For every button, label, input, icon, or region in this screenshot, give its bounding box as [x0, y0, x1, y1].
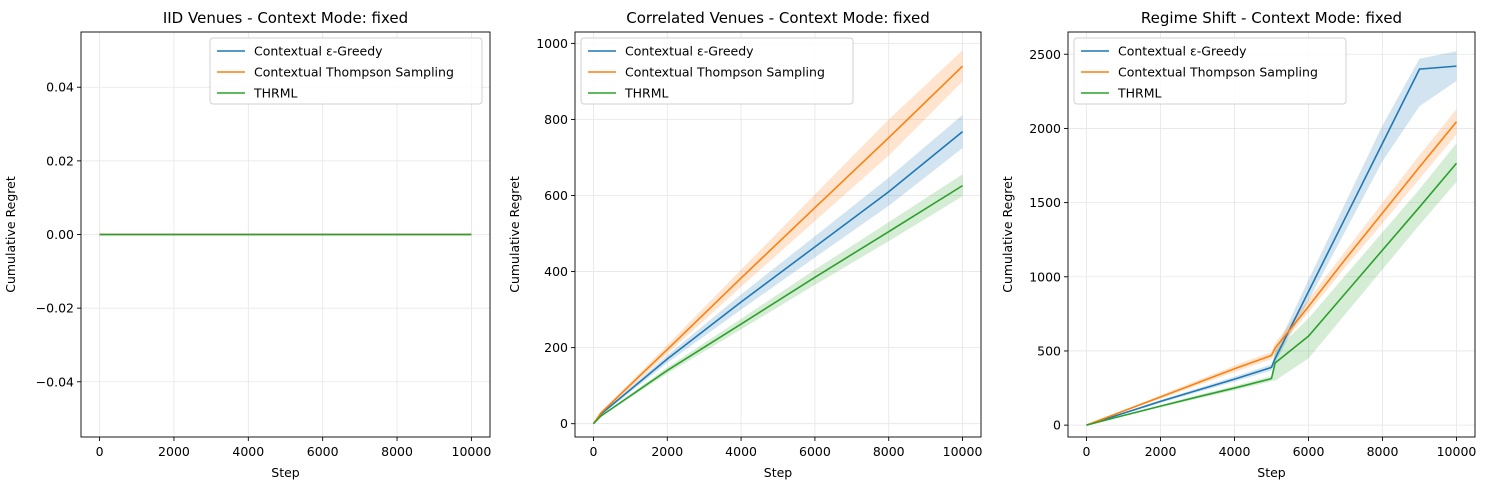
legend-label-1: Contextual Thompson Sampling: [625, 65, 825, 80]
legend-label-0: Contextual ε-Greedy: [1118, 44, 1247, 59]
panel-correlated-venues: 0 2000 4000 6000 8000 10000 0 200 400 600 800 1000 C…: [507, 9, 982, 480]
x-tick-label: 0: [96, 444, 104, 459]
x-tick-label: 2000: [1145, 444, 1177, 459]
legend-box: [1073, 37, 1347, 105]
y-tick-label: 1500: [1029, 195, 1061, 210]
y-tick-label: 500: [1037, 343, 1061, 358]
y-tick-label: −0.02: [36, 301, 74, 316]
x-tick-label: 8000: [1367, 444, 1399, 459]
y-tick-label: 1000: [1029, 269, 1061, 284]
chart-title: IID Venues - Context Mode: fixed: [163, 9, 408, 27]
x-axis-label: Step: [764, 465, 793, 480]
legend-label-0: Contextual ε-Greedy: [625, 44, 754, 59]
x-tick-label: 4000: [725, 444, 757, 459]
legend-box: [209, 37, 483, 105]
x-tick-label: 2000: [651, 444, 683, 459]
chart-title: Regime Shift - Context Mode: fixed: [1141, 9, 1402, 27]
panel-iid-venues: 0 2000 4000 6000 8000 10000 −0.04 −0.02 0.00 0.02…: [3, 9, 491, 480]
plot-frame: [1067, 31, 1476, 438]
legend-label-2: THRML: [253, 86, 298, 101]
y-tick-label: 400: [544, 264, 568, 279]
confidence-band-series-2: [593, 174, 963, 424]
series-line-1: [592, 65, 964, 425]
y-axis-label: Cumulative Regret: [507, 176, 522, 293]
legend-label-0: Contextual ε-Greedy: [254, 44, 383, 59]
legend: Contextual ε-Greedy Contextual Thompson S…: [580, 37, 854, 105]
confidence-band-series-0: [593, 114, 963, 424]
legend-label-2: THRML: [624, 86, 669, 101]
y-tick-label: 2000: [1029, 121, 1061, 136]
legend-label-1: Contextual Thompson Sampling: [1118, 65, 1318, 80]
x-tick-label: 6000: [307, 444, 339, 459]
y-axis-label: Cumulative Regret: [3, 176, 18, 293]
y-tick-label: 0: [560, 416, 568, 431]
y-tick-label: 0.00: [46, 227, 74, 242]
x-tick-label: 2000: [158, 444, 190, 459]
series-line-2: [1086, 162, 1458, 426]
x-tick-label: 6000: [799, 444, 831, 459]
panel-regime-shift: 0 2000 4000 6000 8000 10000 0 500 1000 1500 2000 25…: [1000, 9, 1476, 480]
y-tick-label: 0.04: [46, 80, 74, 95]
legend: Contextual ε-Greedy Contextual Thompson S…: [1073, 37, 1347, 105]
series-line-1: [1086, 121, 1458, 426]
legend-label-2: THRML: [1117, 86, 1162, 101]
legend-label-1: Contextual Thompson Sampling: [254, 65, 454, 80]
x-axis-label: Step: [1257, 465, 1286, 480]
x-axis-label: Step: [271, 465, 300, 480]
plot-frame: [574, 31, 982, 438]
y-tick-label: 1000: [536, 36, 568, 51]
y-tick-label: 600: [544, 188, 568, 203]
chart-title: Correlated Venues - Context Mode: fixed: [626, 9, 930, 27]
legend: Contextual ε-Greedy Contextual Thompson S…: [209, 37, 483, 105]
x-tick-label: 8000: [381, 444, 413, 459]
y-tick-label: −0.04: [36, 374, 74, 389]
series-line-0: [1086, 65, 1457, 426]
x-tick-label: 10000: [943, 444, 983, 459]
x-tick-label: 6000: [1293, 444, 1325, 459]
y-tick-label: 0.02: [46, 153, 74, 168]
x-tick-label: 8000: [873, 444, 905, 459]
x-tick-label: 4000: [232, 444, 264, 459]
x-tick-label: 10000: [1437, 444, 1477, 459]
x-tick-label: 0: [589, 444, 597, 459]
x-tick-label: 4000: [1219, 444, 1251, 459]
y-tick-label: 800: [544, 112, 568, 127]
confidence-band-series-0: [1086, 51, 1457, 426]
legend-box: [580, 37, 854, 105]
y-tick-label: 200: [544, 340, 568, 355]
y-tick-label: 2500: [1029, 47, 1061, 62]
confidence-band-series-1: [593, 50, 963, 424]
series-line-2: [592, 184, 963, 425]
x-tick-label: 10000: [452, 444, 492, 459]
x-tick-label: 0: [1083, 444, 1091, 459]
y-tick-label: 0: [1053, 418, 1061, 433]
y-axis-label: Cumulative Regret: [1000, 176, 1015, 293]
